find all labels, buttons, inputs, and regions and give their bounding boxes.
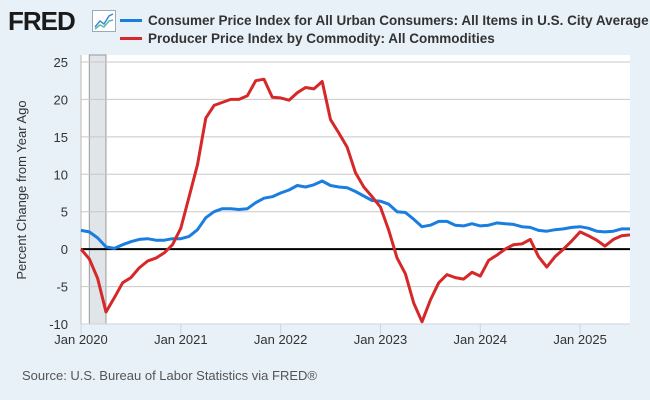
- x-tick-label: Jan 2021: [154, 332, 208, 347]
- legend-label-ppi: Producer Price Index by Commodity: All C…: [148, 30, 495, 46]
- legend-label-cpi: Consumer Price Index for All Urban Consu…: [148, 12, 649, 28]
- x-tick-label: Jan 2024: [454, 332, 508, 347]
- y-tick-label: -5: [56, 280, 68, 295]
- legend-swatch-ppi: [120, 36, 142, 40]
- y-axis-label: Percent Change from Year Ago: [14, 100, 29, 279]
- plot-area: [81, 55, 630, 324]
- series-line-cpi: [80, 179, 630, 250]
- y-tick-label: 25: [54, 55, 68, 70]
- chart-line-icon: [92, 10, 116, 32]
- x-tick-label: Jan 2022: [254, 332, 308, 347]
- legend: Consumer Price Index for All Urban Consu…: [120, 11, 649, 47]
- x-tick-label: Jan 2025: [553, 332, 607, 347]
- legend-swatch-cpi: [120, 18, 142, 22]
- legend-item-ppi[interactable]: Producer Price Index by Commodity: All C…: [120, 29, 649, 47]
- y-tick-label: 0: [61, 242, 68, 257]
- y-tick-label: 10: [54, 167, 68, 182]
- x-tick-label: Jan 2023: [354, 332, 408, 347]
- y-tick-label: 20: [54, 92, 68, 107]
- fred-logo[interactable]: FRED: [8, 6, 76, 36]
- y-tick-label: 15: [54, 130, 68, 145]
- series-line-ppi: [79, 77, 631, 324]
- x-tick-label: Jan 2020: [54, 332, 108, 347]
- source-note: Source: U.S. Bureau of Labor Statistics …: [22, 368, 317, 383]
- legend-item-cpi[interactable]: Consumer Price Index for All Urban Consu…: [120, 11, 649, 29]
- y-tick-label: -10: [49, 317, 68, 332]
- y-tick-label: 5: [61, 205, 68, 220]
